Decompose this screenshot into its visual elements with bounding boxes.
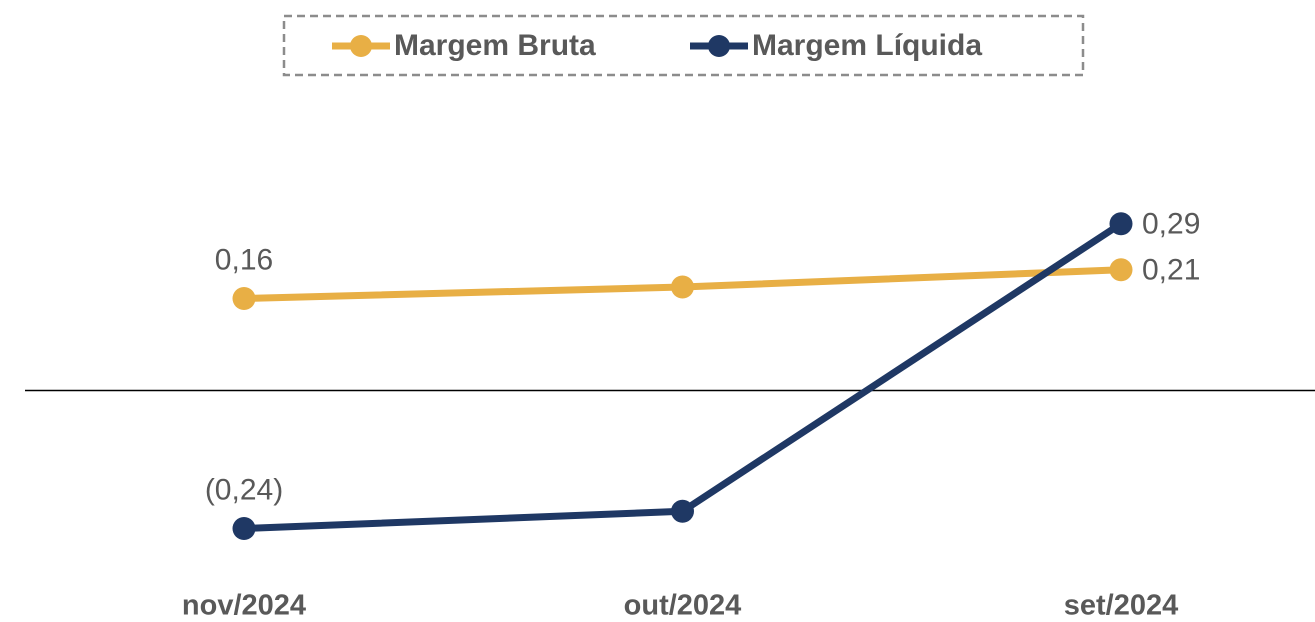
legend-label: Margem Bruta bbox=[394, 29, 596, 62]
x-tick-label: out/2024 bbox=[624, 590, 742, 622]
data-point bbox=[671, 499, 694, 523]
x-tick-label: nov/2024 bbox=[182, 590, 306, 622]
data-point bbox=[232, 287, 256, 310]
data-point bbox=[232, 517, 256, 540]
data-label: (0,24) bbox=[205, 473, 283, 506]
x-tick-label: set/2024 bbox=[1064, 590, 1179, 622]
legend-marker bbox=[708, 35, 730, 57]
data-label: 0,21 bbox=[1142, 254, 1200, 287]
legend-marker bbox=[350, 35, 372, 57]
series-line bbox=[243, 220, 1123, 532]
data-point bbox=[671, 275, 694, 299]
data-point bbox=[1109, 212, 1133, 236]
data-label: 0,29 bbox=[1142, 208, 1200, 241]
legend-label: Margem Líquida bbox=[752, 29, 982, 62]
data-label: 0,16 bbox=[215, 243, 273, 276]
data-point bbox=[1109, 258, 1133, 282]
